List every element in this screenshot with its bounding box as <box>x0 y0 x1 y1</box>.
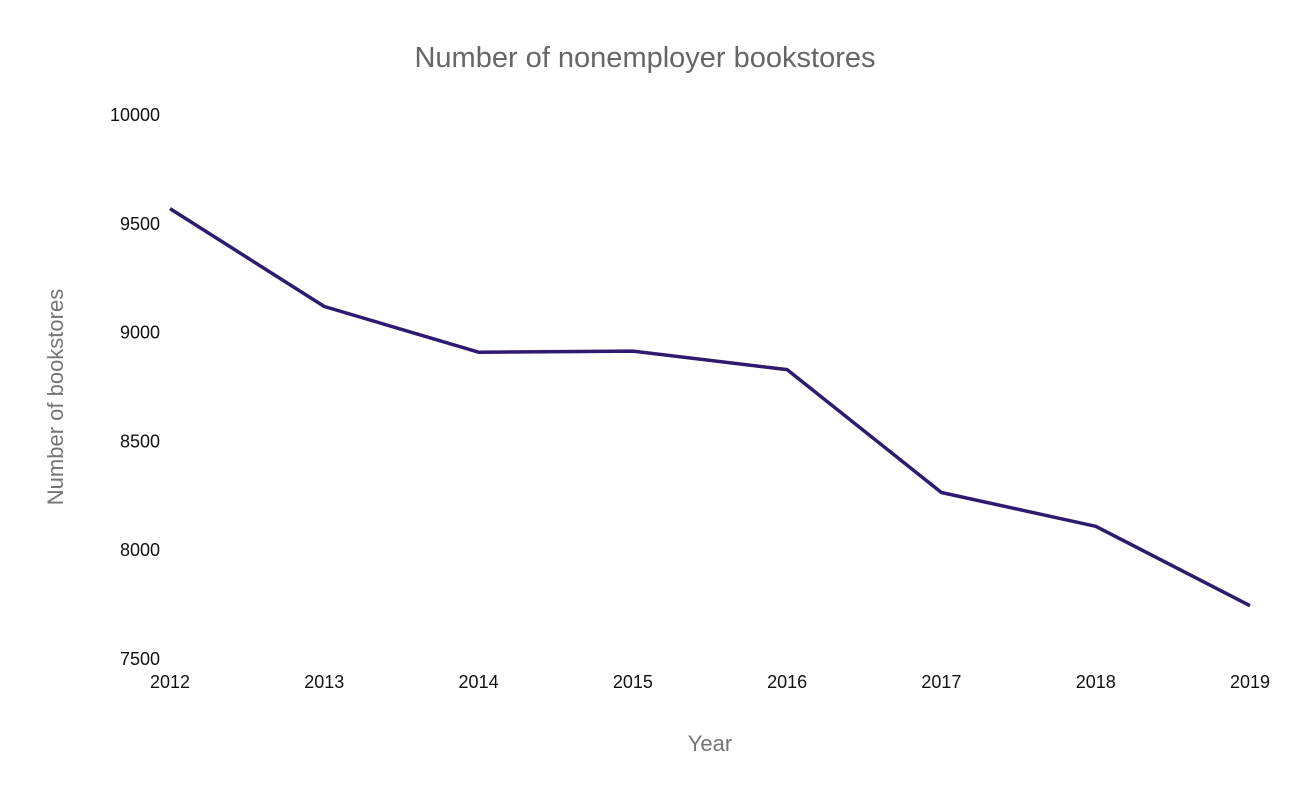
y-axis-title: Number of bookstores <box>43 289 68 505</box>
x-axis-title: Year <box>688 731 732 756</box>
x-tick-label: 2018 <box>1076 672 1116 692</box>
y-tick-label: 9000 <box>120 323 160 343</box>
y-axis-ticks: 7500 8000 8500 9000 9500 10000 <box>110 105 160 669</box>
x-tick-label: 2017 <box>921 672 961 692</box>
chart-title: Number of nonemployer bookstores <box>414 42 875 74</box>
x-tick-label: 2019 <box>1230 672 1270 692</box>
x-tick-label: 2016 <box>767 672 807 692</box>
x-axis-ticks: 2012 2013 2014 2015 2016 2017 2018 2019 <box>150 672 1270 692</box>
y-tick-label: 9500 <box>120 214 160 234</box>
x-tick-label: 2015 <box>613 672 653 692</box>
data-point <box>477 350 481 354</box>
data-point <box>1094 524 1098 528</box>
data-point <box>1248 604 1252 608</box>
data-point <box>631 349 635 353</box>
x-tick-label: 2014 <box>459 672 499 692</box>
data-point <box>939 491 943 495</box>
x-tick-label: 2013 <box>304 672 344 692</box>
data-point <box>322 304 326 308</box>
series-line <box>169 207 1251 608</box>
data-point <box>785 368 789 372</box>
data-point <box>168 207 172 211</box>
series-layer <box>168 207 1252 608</box>
y-tick-label: 8500 <box>120 431 160 451</box>
y-tick-label: 8000 <box>120 540 160 560</box>
x-tick-label: 2012 <box>150 672 190 692</box>
y-tick-label: 10000 <box>110 105 160 125</box>
y-tick-label: 7500 <box>120 649 160 669</box>
